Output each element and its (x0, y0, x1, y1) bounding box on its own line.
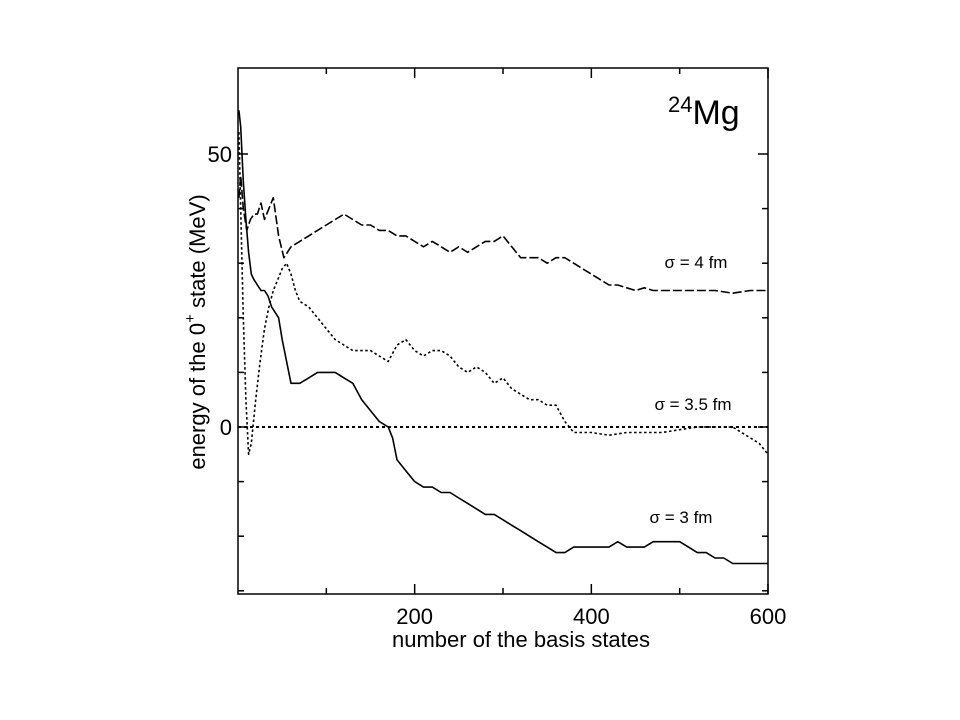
y-axis-title-sup: + (182, 314, 199, 323)
x-axis-title: number of the basis states (392, 627, 650, 652)
y-axis-title-main: energy of the 0 (185, 323, 210, 470)
series-label-1: σ = 3.5 fm (654, 395, 731, 414)
x-tick-label: 600 (750, 604, 787, 629)
series-label-2: σ = 3 fm (650, 508, 713, 527)
series-line-0 (238, 175, 768, 294)
y-axis-title-rest: state (MeV) (185, 194, 210, 314)
series-line-1 (238, 132, 769, 456)
x-tick-label: 400 (573, 604, 610, 629)
mass-number: 24 (668, 92, 692, 117)
labels: 200 400 600 0 50 σ = 4 fm σ = 3.5 fm σ = 3 fm (208, 142, 787, 629)
y-tick-label: 50 (208, 142, 232, 167)
series-line-2 (238, 110, 768, 565)
nucleus-annotation: 24Mg (668, 92, 740, 132)
series-label-0: σ = 4 fm (665, 253, 728, 272)
x-tick-label: 200 (396, 604, 433, 629)
y-axis-title: energy of the 0+ state (MeV) (182, 194, 210, 469)
series-lines (238, 110, 769, 565)
y-tick-label: 0 (220, 415, 232, 440)
element-symbol: Mg (692, 94, 739, 132)
